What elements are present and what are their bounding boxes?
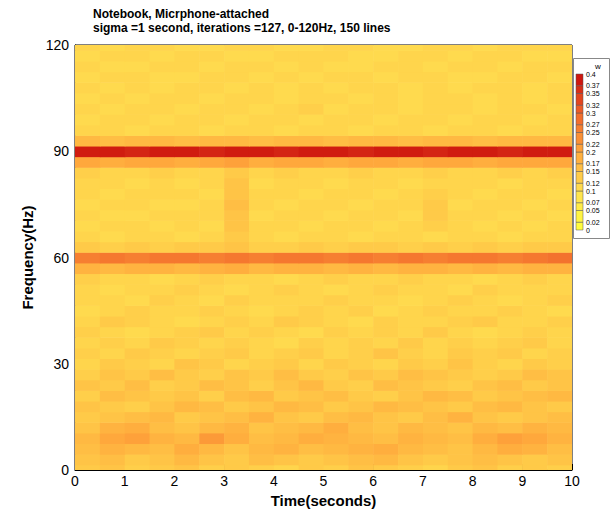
svg-text:0: 0 — [71, 473, 79, 489]
svg-text:w: w — [594, 62, 601, 71]
svg-text:0: 0 — [61, 462, 69, 478]
svg-text:0.27: 0.27 — [586, 121, 600, 128]
svg-text:0.15: 0.15 — [586, 168, 600, 175]
svg-text:3: 3 — [220, 473, 228, 489]
svg-text:2: 2 — [171, 473, 179, 489]
svg-text:0.35: 0.35 — [586, 90, 600, 97]
svg-text:5: 5 — [320, 473, 328, 489]
svg-text:Notebook, Micrphone-attached: Notebook, Micrphone-attached — [93, 7, 269, 21]
svg-text:0: 0 — [586, 227, 590, 234]
svg-text:4: 4 — [270, 473, 278, 489]
svg-text:120: 120 — [46, 37, 70, 53]
svg-text:0.32: 0.32 — [586, 102, 600, 109]
svg-text:30: 30 — [53, 356, 69, 372]
svg-text:0.05: 0.05 — [586, 207, 600, 214]
svg-text:1: 1 — [121, 473, 129, 489]
svg-text:sigma =1 second, iterations =1: sigma =1 second, iterations =127, 0-120H… — [93, 21, 391, 35]
svg-text:10: 10 — [564, 473, 580, 489]
svg-text:8: 8 — [469, 473, 477, 489]
svg-text:0.12: 0.12 — [586, 180, 600, 187]
svg-text:0.25: 0.25 — [586, 129, 600, 136]
svg-text:0.37: 0.37 — [586, 82, 600, 89]
svg-text:0.1: 0.1 — [586, 188, 596, 195]
svg-text:90: 90 — [53, 143, 69, 159]
svg-text:7: 7 — [419, 473, 427, 489]
svg-text:9: 9 — [518, 473, 526, 489]
svg-text:0.22: 0.22 — [586, 141, 600, 148]
svg-text:6: 6 — [369, 473, 377, 489]
svg-text:0.02: 0.02 — [586, 219, 600, 226]
svg-text:0.2: 0.2 — [586, 149, 596, 156]
svg-text:0.4: 0.4 — [586, 71, 596, 78]
svg-text:Time(seconds): Time(seconds) — [271, 492, 377, 509]
svg-text:0.17: 0.17 — [586, 160, 600, 167]
svg-text:Frequency(Hz): Frequency(Hz) — [19, 205, 36, 309]
svg-text:0.3: 0.3 — [586, 110, 596, 117]
svg-text:60: 60 — [53, 250, 69, 266]
svg-text:0.07: 0.07 — [586, 199, 600, 206]
